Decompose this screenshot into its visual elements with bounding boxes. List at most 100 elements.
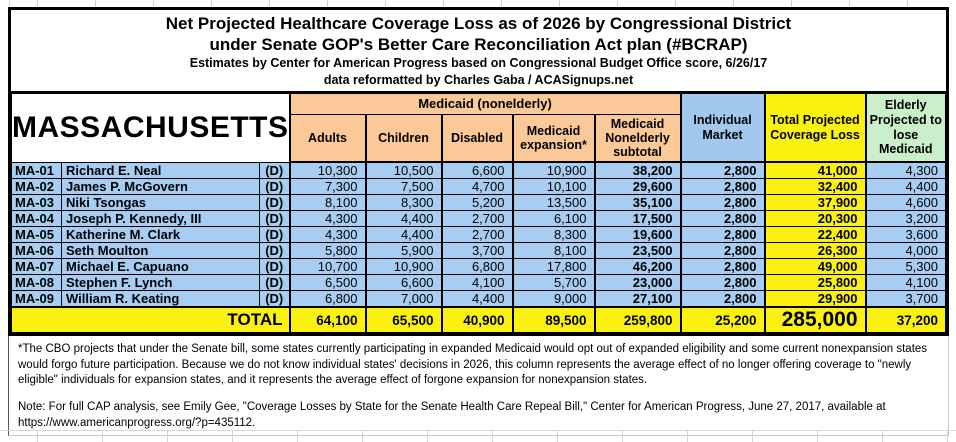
total-disabled-cell: 40,900 xyxy=(440,306,513,334)
district-cell: MA-07 xyxy=(11,258,62,276)
column-header-individual-market: Individual Market xyxy=(679,92,766,164)
representative-cell: Joseph P. Kennedy, III xyxy=(61,210,260,228)
total-loss-cell: 49,000 xyxy=(763,258,867,276)
total-elderly-cell: 37,200 xyxy=(864,306,946,334)
expansion-cell: 17,800 xyxy=(511,258,595,276)
coverage-loss-table: Net Projected Healthcare Coverage Loss a… xyxy=(8,7,949,436)
elderly-cell: 3,600 xyxy=(864,226,946,244)
source-note: Note: For full CAP analysis, see Emily G… xyxy=(18,401,886,429)
representative-cell: William R. Keating xyxy=(61,290,260,308)
expansion-cell: 8,300 xyxy=(511,226,595,244)
table-title: Net Projected Healthcare Coverage Loss a… xyxy=(11,10,946,93)
adults-cell: 10,300 xyxy=(288,161,366,180)
adults-cell: 6,800 xyxy=(288,290,366,308)
disabled-cell: 4,400 xyxy=(440,290,513,308)
spreadsheet-gridlines-bottom xyxy=(0,430,956,442)
total-children-cell: 65,500 xyxy=(364,306,442,334)
title-line-4: data reformatted by Charles Gaba / ACASi… xyxy=(323,72,634,87)
subtotal-cell: 23,000 xyxy=(593,274,682,292)
title-line-2: under Senate GOP's Better Care Reconcili… xyxy=(209,34,748,54)
party-cell: (D) xyxy=(259,274,290,292)
representative-cell: Stephen F. Lynch xyxy=(61,274,260,292)
representative-cell: Katherine M. Clark xyxy=(61,226,260,244)
subtotal-cell: 27,100 xyxy=(593,290,682,308)
party-cell: (D) xyxy=(259,242,290,260)
expansion-cell: 10,900 xyxy=(511,161,595,180)
individual-market-cell: 2,800 xyxy=(679,290,766,308)
total-loss-cell: 26,300 xyxy=(763,242,867,260)
column-header-children: Children xyxy=(364,113,442,164)
elderly-cell: 4,300 xyxy=(864,161,946,180)
elderly-cell: 3,200 xyxy=(864,210,946,228)
total-loss-cell: 25,800 xyxy=(763,274,867,292)
subtotal-cell: 29,600 xyxy=(593,178,682,196)
table-row: MA-03 Niki Tsongas (D) 8,100 8,300 5,200… xyxy=(11,194,946,212)
elderly-cell: 5,300 xyxy=(864,258,946,276)
district-cell: MA-01 xyxy=(11,161,62,180)
disabled-cell: 4,700 xyxy=(440,178,513,196)
party-cell: (D) xyxy=(259,210,290,228)
individual-market-cell: 2,800 xyxy=(679,161,766,180)
district-cell: MA-03 xyxy=(11,194,62,212)
adults-cell: 8,100 xyxy=(288,194,366,212)
expansion-cell: 5,700 xyxy=(511,274,595,292)
subtotal-cell: 19,600 xyxy=(593,226,682,244)
grand-total-cell: 285,000 xyxy=(763,306,867,334)
disabled-cell: 2,700 xyxy=(440,210,513,228)
total-row: TOTAL 64,100 65,500 40,900 89,500 259,80… xyxy=(11,306,946,334)
data-table: MASSACHUSETTS Medicaid (nonelderly) Indi… xyxy=(11,92,946,334)
children-cell: 6,600 xyxy=(364,274,442,292)
children-cell: 4,400 xyxy=(364,226,442,244)
total-expansion-cell: 89,500 xyxy=(511,306,595,334)
party-cell: (D) xyxy=(259,290,290,308)
expansion-cell: 8,100 xyxy=(511,242,595,260)
total-loss-cell: 20,300 xyxy=(763,210,867,228)
table-row: MA-05 Katherine M. Clark (D) 4,300 4,400… xyxy=(11,226,946,244)
state-name: MASSACHUSETTS xyxy=(11,92,290,163)
column-header-total-projected-coverage-loss: Total Projected Coverage Loss xyxy=(763,92,867,164)
district-cell: MA-05 xyxy=(11,226,62,244)
individual-market-cell: 2,800 xyxy=(679,194,766,212)
table-row: MA-04 Joseph P. Kennedy, III (D) 4,300 4… xyxy=(11,210,946,228)
column-group-medicaid-nonelderly: Medicaid (nonelderly) xyxy=(288,92,682,115)
expansion-cell: 6,100 xyxy=(511,210,595,228)
individual-market-cell: 2,800 xyxy=(679,274,766,292)
subtotal-cell: 46,200 xyxy=(593,258,682,276)
disabled-cell: 5,200 xyxy=(440,194,513,212)
table-row: MA-09 William R. Keating (D) 6,800 7,000… xyxy=(11,290,946,308)
table-block: Net Projected Healthcare Coverage Loss a… xyxy=(8,7,949,337)
individual-market-cell: 2,800 xyxy=(679,258,766,276)
children-cell: 5,900 xyxy=(364,242,442,260)
district-cell: MA-04 xyxy=(11,210,62,228)
children-cell: 10,500 xyxy=(364,161,442,180)
party-cell: (D) xyxy=(259,161,290,180)
district-rows: MA-01 Richard E. Neal (D) 10,300 10,500 … xyxy=(11,161,946,308)
subtotal-cell: 38,200 xyxy=(593,161,682,180)
children-cell: 8,300 xyxy=(364,194,442,212)
total-label-cell: TOTAL xyxy=(11,306,290,334)
total-loss-cell: 41,000 xyxy=(763,161,867,180)
individual-market-cell: 2,800 xyxy=(679,226,766,244)
district-cell: MA-06 xyxy=(11,242,62,260)
adults-cell: 10,700 xyxy=(288,258,366,276)
elderly-cell: 4,000 xyxy=(864,242,946,260)
expansion-cell: 13,500 xyxy=(511,194,595,212)
individual-market-cell: 2,800 xyxy=(679,178,766,196)
total-loss-cell: 32,400 xyxy=(763,178,867,196)
individual-market-cell: 2,800 xyxy=(679,242,766,260)
adults-cell: 4,300 xyxy=(288,226,366,244)
disabled-cell: 6,800 xyxy=(440,258,513,276)
adults-cell: 7,300 xyxy=(288,178,366,196)
table-row: MA-01 Richard E. Neal (D) 10,300 10,500 … xyxy=(11,161,946,180)
expansion-cell: 9,000 xyxy=(511,290,595,308)
expansion-footnote: *The CBO projects that under the Senate … xyxy=(18,343,928,387)
disabled-cell: 3,700 xyxy=(440,242,513,260)
elderly-cell: 4,100 xyxy=(864,274,946,292)
notes-section: *The CBO projects that under the Senate … xyxy=(8,336,949,436)
children-cell: 4,400 xyxy=(364,210,442,228)
individual-market-cell: 2,800 xyxy=(679,210,766,228)
representative-cell: Michael E. Capuano xyxy=(61,258,260,276)
adults-cell: 5,800 xyxy=(288,242,366,260)
subtotal-cell: 35,100 xyxy=(593,194,682,212)
representative-cell: Richard E. Neal xyxy=(61,161,260,180)
